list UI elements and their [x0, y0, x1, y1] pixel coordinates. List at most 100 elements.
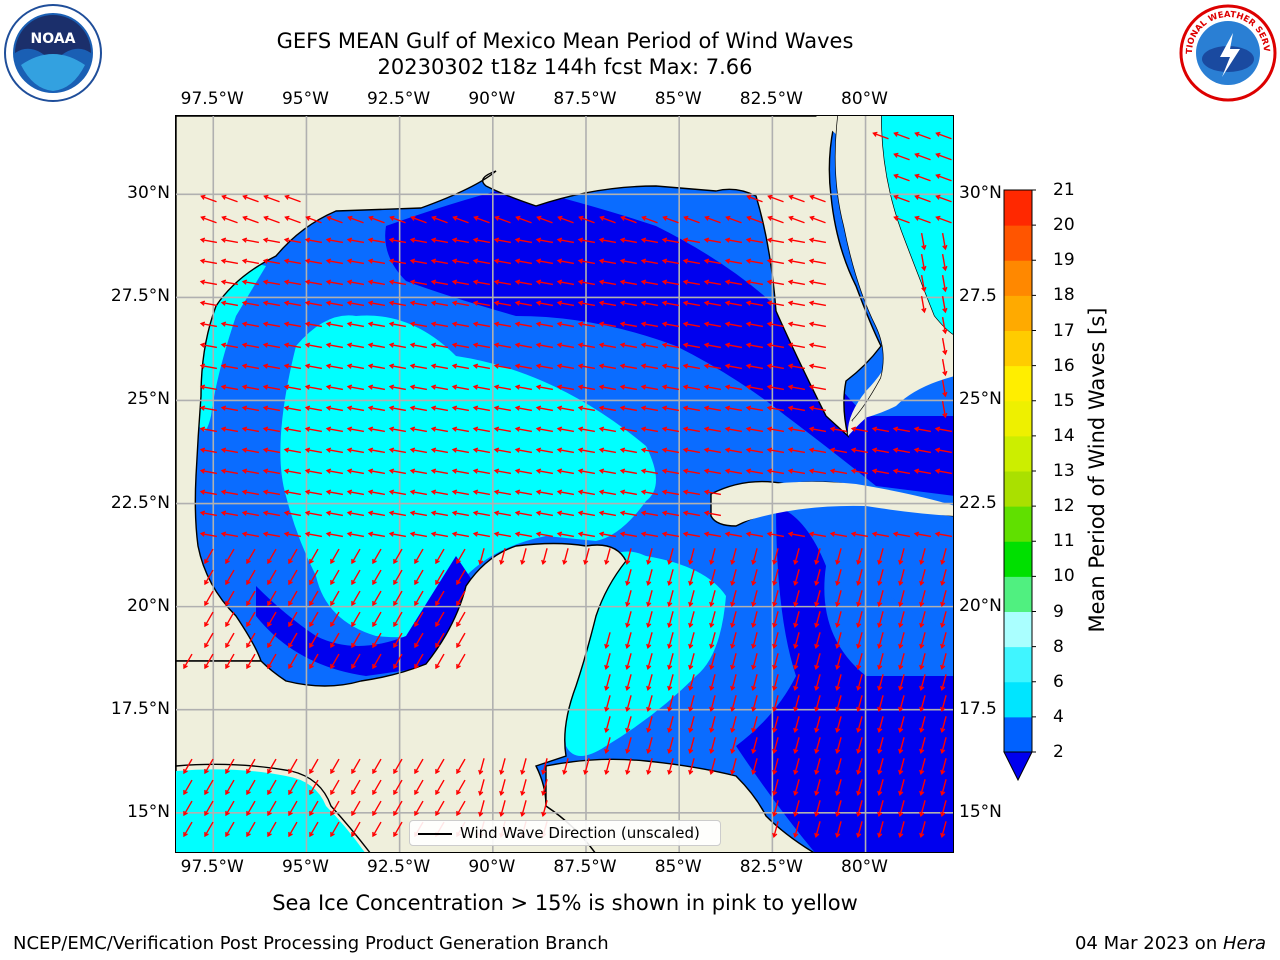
wave-direction-arrow [809, 215, 826, 224]
wave-direction-arrow [372, 653, 382, 670]
lat-tick-label-left: 22.5°N [110, 492, 170, 513]
wave-direction-arrow [625, 695, 632, 713]
wave-direction-arrow [619, 237, 638, 244]
wave-direction-arrow [877, 653, 884, 671]
wave-direction-arrow [766, 363, 785, 370]
lon-tick-label-top: 97.5°W [180, 89, 244, 109]
chart-title: GEFS MEAN Gulf of Mexico Mean Period of … [276, 29, 854, 53]
wave-direction-arrow [304, 531, 323, 538]
wave-direction-arrow [682, 363, 701, 370]
wave-direction-arrow [451, 510, 470, 517]
wave-direction-arrow [304, 510, 323, 517]
wave-direction-arrow [745, 300, 764, 307]
wave-direction-arrow [751, 674, 758, 692]
wave-direction-arrow [767, 194, 784, 203]
wave-direction-arrow [893, 152, 910, 161]
wave-direction-arrow [730, 695, 737, 713]
wave-direction-arrow [688, 737, 695, 755]
wave-direction-arrow [835, 653, 842, 671]
wave-direction-arrow [346, 384, 365, 391]
wave-direction-arrow [351, 758, 361, 775]
wave-direction-arrow [920, 253, 927, 272]
wave-direction-arrow [451, 321, 470, 328]
wave-direction-arrow [225, 779, 235, 796]
wave-direction-arrow [330, 632, 340, 649]
wave-direction-arrow [835, 800, 842, 818]
wave-direction-arrow [309, 800, 319, 817]
wave-direction-arrow [330, 590, 340, 607]
wave-direction-arrow [372, 569, 382, 586]
lon-tick-label-bottom: 92.5°W [367, 857, 431, 877]
wave-direction-arrow [856, 674, 863, 692]
wave-direction-arrow [556, 300, 575, 307]
wave-direction-arrow [646, 737, 653, 755]
lon-tick-label-bottom: 80°W [841, 857, 889, 877]
wave-direction-arrow [241, 363, 260, 370]
wave-direction-arrow [730, 569, 737, 587]
wave-direction-arrow [267, 800, 277, 817]
wave-direction-arrow [919, 611, 926, 629]
wave-direction-arrow [577, 489, 596, 496]
wave-direction-arrow [472, 342, 491, 349]
wave-direction-arrow [578, 215, 595, 224]
wave-direction-arrow [793, 569, 800, 587]
wave-direction-arrow [940, 695, 947, 713]
wave-direction-arrow [709, 569, 716, 587]
wave-direction-arrow [577, 531, 596, 538]
wave-direction-arrow [309, 632, 319, 649]
wave-direction-arrow [367, 321, 386, 328]
lon-tick-label-top: 80°W [841, 89, 889, 109]
wave-direction-arrow [877, 590, 884, 608]
wave-direction-arrow [877, 632, 884, 650]
lon-tick-label-top: 87.5°W [553, 89, 617, 109]
wave-direction-arrow [604, 674, 611, 692]
wave-direction-arrow [835, 737, 842, 755]
wave-direction-arrow [388, 279, 407, 286]
wave-direction-arrow [620, 215, 637, 224]
wave-direction-arrow [242, 194, 259, 203]
wave-direction-arrow [730, 716, 737, 734]
wave-direction-arrow [793, 716, 800, 734]
wave-direction-arrow [414, 779, 424, 796]
wave-direction-arrow [667, 611, 674, 629]
wave-direction-arrow [919, 737, 926, 755]
wave-direction-arrow [493, 300, 512, 307]
wave-direction-arrow [625, 632, 632, 650]
wave-direction-arrow [787, 300, 806, 307]
wave-direction-arrow [703, 447, 722, 454]
wave-direction-arrow [309, 548, 319, 565]
wave-direction-arrow [493, 405, 512, 412]
wave-direction-arrow [661, 426, 680, 433]
wave-direction-arrow [682, 279, 701, 286]
wave-direction-arrow [877, 674, 884, 692]
wave-direction-arrow [703, 531, 722, 538]
wave-direction-arrow [730, 737, 737, 755]
wave-direction-arrow [409, 279, 428, 286]
wave-direction-arrow [430, 384, 449, 391]
wave-direction-arrow [898, 611, 905, 629]
wave-direction-arrow [814, 821, 821, 839]
wave-direction-arrow [473, 215, 490, 224]
wave-direction-arrow [703, 468, 722, 475]
wave-direction-arrow [667, 548, 674, 566]
wave-direction-arrow [704, 215, 721, 224]
wave-direction-arrow [409, 489, 428, 496]
wave-direction-arrow [330, 758, 340, 775]
wave-direction-arrow [919, 674, 926, 692]
wave-direction-arrow [493, 363, 512, 370]
wave-direction-arrow [520, 758, 527, 776]
wave-direction-arrow [325, 258, 344, 265]
wave-direction-arrow [856, 632, 863, 650]
wave-direction-arrow [724, 447, 743, 454]
colorbar-tick-label: 4 [1053, 706, 1064, 727]
wave-direction-arrow [877, 758, 884, 776]
wave-direction-arrow [262, 258, 281, 265]
wave-direction-arrow [808, 468, 827, 475]
wave-direction-arrow [808, 321, 827, 328]
lon-tick-label-top: 92.5°W [367, 89, 431, 109]
wave-direction-arrow [935, 152, 952, 161]
wave-direction-arrow [661, 342, 680, 349]
wave-direction-arrow [288, 653, 298, 670]
wave-direction-arrow [225, 821, 235, 838]
wave-direction-arrow [241, 237, 260, 244]
